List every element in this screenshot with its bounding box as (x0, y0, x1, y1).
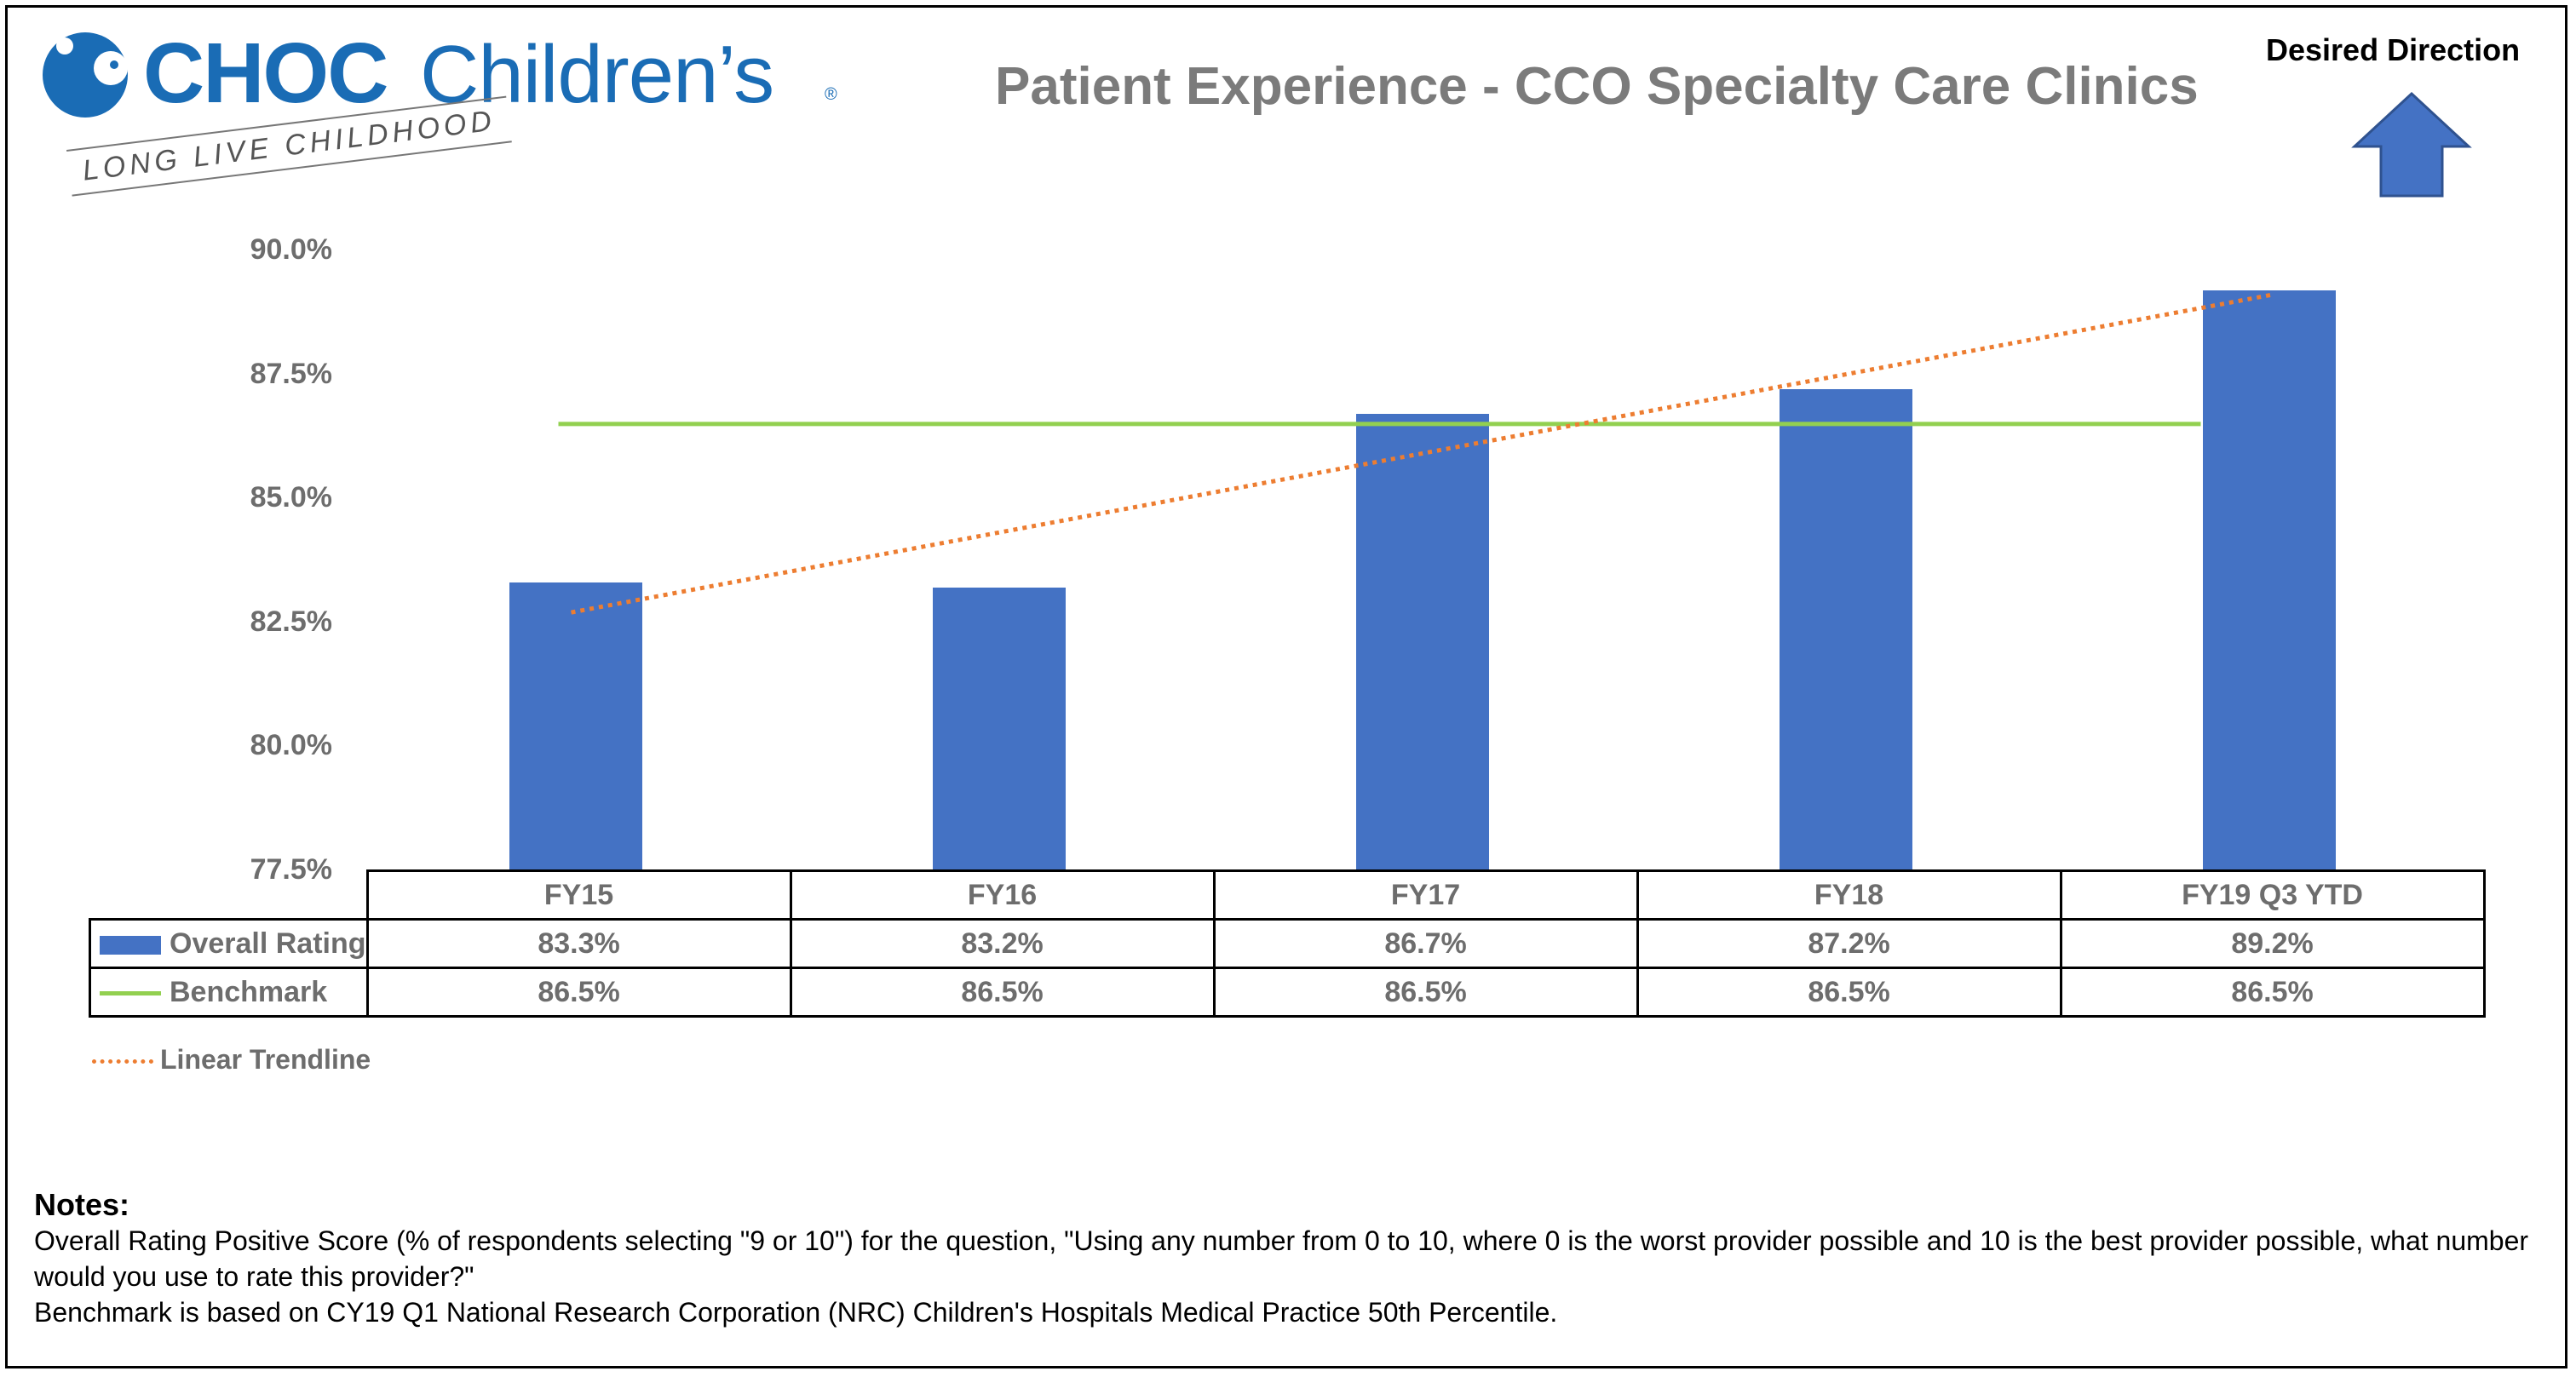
table-corner (90, 871, 368, 920)
table-header-row: FY15 FY16 FY17 FY18 FY19 Q3 YTD (90, 869, 2486, 921)
bar (1355, 414, 1489, 870)
bar-swatch-icon (100, 935, 161, 955)
bar (2202, 290, 2336, 870)
data-label: 86.5% (2059, 967, 2486, 1018)
category-label: FY17 (1212, 869, 1639, 921)
data-label: 89.2% (2059, 918, 2486, 969)
legend-trendline: Linear Trendline (92, 1044, 371, 1076)
legend-overall-rating: Overall Rating (89, 918, 369, 969)
desired-direction-label: Desired Direction (2266, 32, 2521, 67)
legend-label: Benchmark (170, 975, 328, 1008)
category-label: FY16 (789, 869, 1216, 921)
y-tick-label: 80.0% (250, 729, 332, 762)
data-label: 86.7% (1212, 918, 1639, 969)
bar (1779, 389, 1912, 870)
data-label: 86.5% (1636, 967, 2062, 1018)
bar (509, 582, 642, 870)
data-label: 83.3% (365, 918, 792, 969)
y-tick-label: 90.0% (250, 233, 332, 266)
choc-logo: CHOC Children’s ® LONG LIVE CHILDHOOD (32, 24, 850, 228)
notes-line-1: Overall Rating Positive Score (% of resp… (34, 1225, 2529, 1292)
notes-title: Notes: (34, 1187, 130, 1222)
notes-line-2: Benchmark is based on CY19 Q1 National R… (34, 1297, 1558, 1328)
category-label: FY18 (1636, 869, 2062, 921)
y-tick-label: 85.0% (250, 481, 332, 514)
category-label: FY15 (365, 869, 792, 921)
data-label: 86.5% (789, 967, 1216, 1018)
legend-benchmark: Benchmark (89, 967, 369, 1018)
line-swatch-icon (100, 991, 161, 996)
logo-registered-mark: ® (825, 85, 837, 104)
arrow-up-icon (2351, 91, 2472, 198)
logo-childrens-text: Children’s (420, 29, 774, 120)
table-row-benchmark: Benchmark 86.5% 86.5% 86.5% 86.5% 86.5% (89, 967, 2486, 1018)
y-tick-label: 82.5% (250, 605, 332, 638)
legend-label: Overall Rating (170, 927, 366, 960)
data-table: FY15 FY16 FY17 FY18 FY19 Q3 YTD Overall … (89, 869, 2486, 1018)
data-label: 87.2% (1636, 918, 2062, 969)
chart-title: Patient Experience - CCO Specialty Care … (995, 57, 2199, 116)
dotted-line-swatch-icon (92, 1059, 153, 1064)
y-tick-label: 77.5% (250, 853, 332, 886)
bar (932, 588, 1066, 870)
slide-frame (5, 5, 2567, 1368)
legend-label: Linear Trendline (160, 1044, 371, 1075)
bear-logo-icon (32, 27, 128, 121)
data-label: 86.5% (1212, 967, 1639, 1018)
logo-choc-text: CHOC (143, 26, 388, 121)
y-tick-label: 87.5% (250, 357, 332, 390)
data-label: 83.2% (789, 918, 1216, 969)
category-label: FY19 Q3 YTD (2059, 869, 2486, 921)
data-label: 86.5% (365, 967, 792, 1018)
notes-block: Notes: Overall Rating Positive Score (% … (34, 1187, 2556, 1330)
table-row-overall-rating: Overall Rating 83.3% 83.2% 86.7% 87.2% 8… (89, 918, 2486, 969)
